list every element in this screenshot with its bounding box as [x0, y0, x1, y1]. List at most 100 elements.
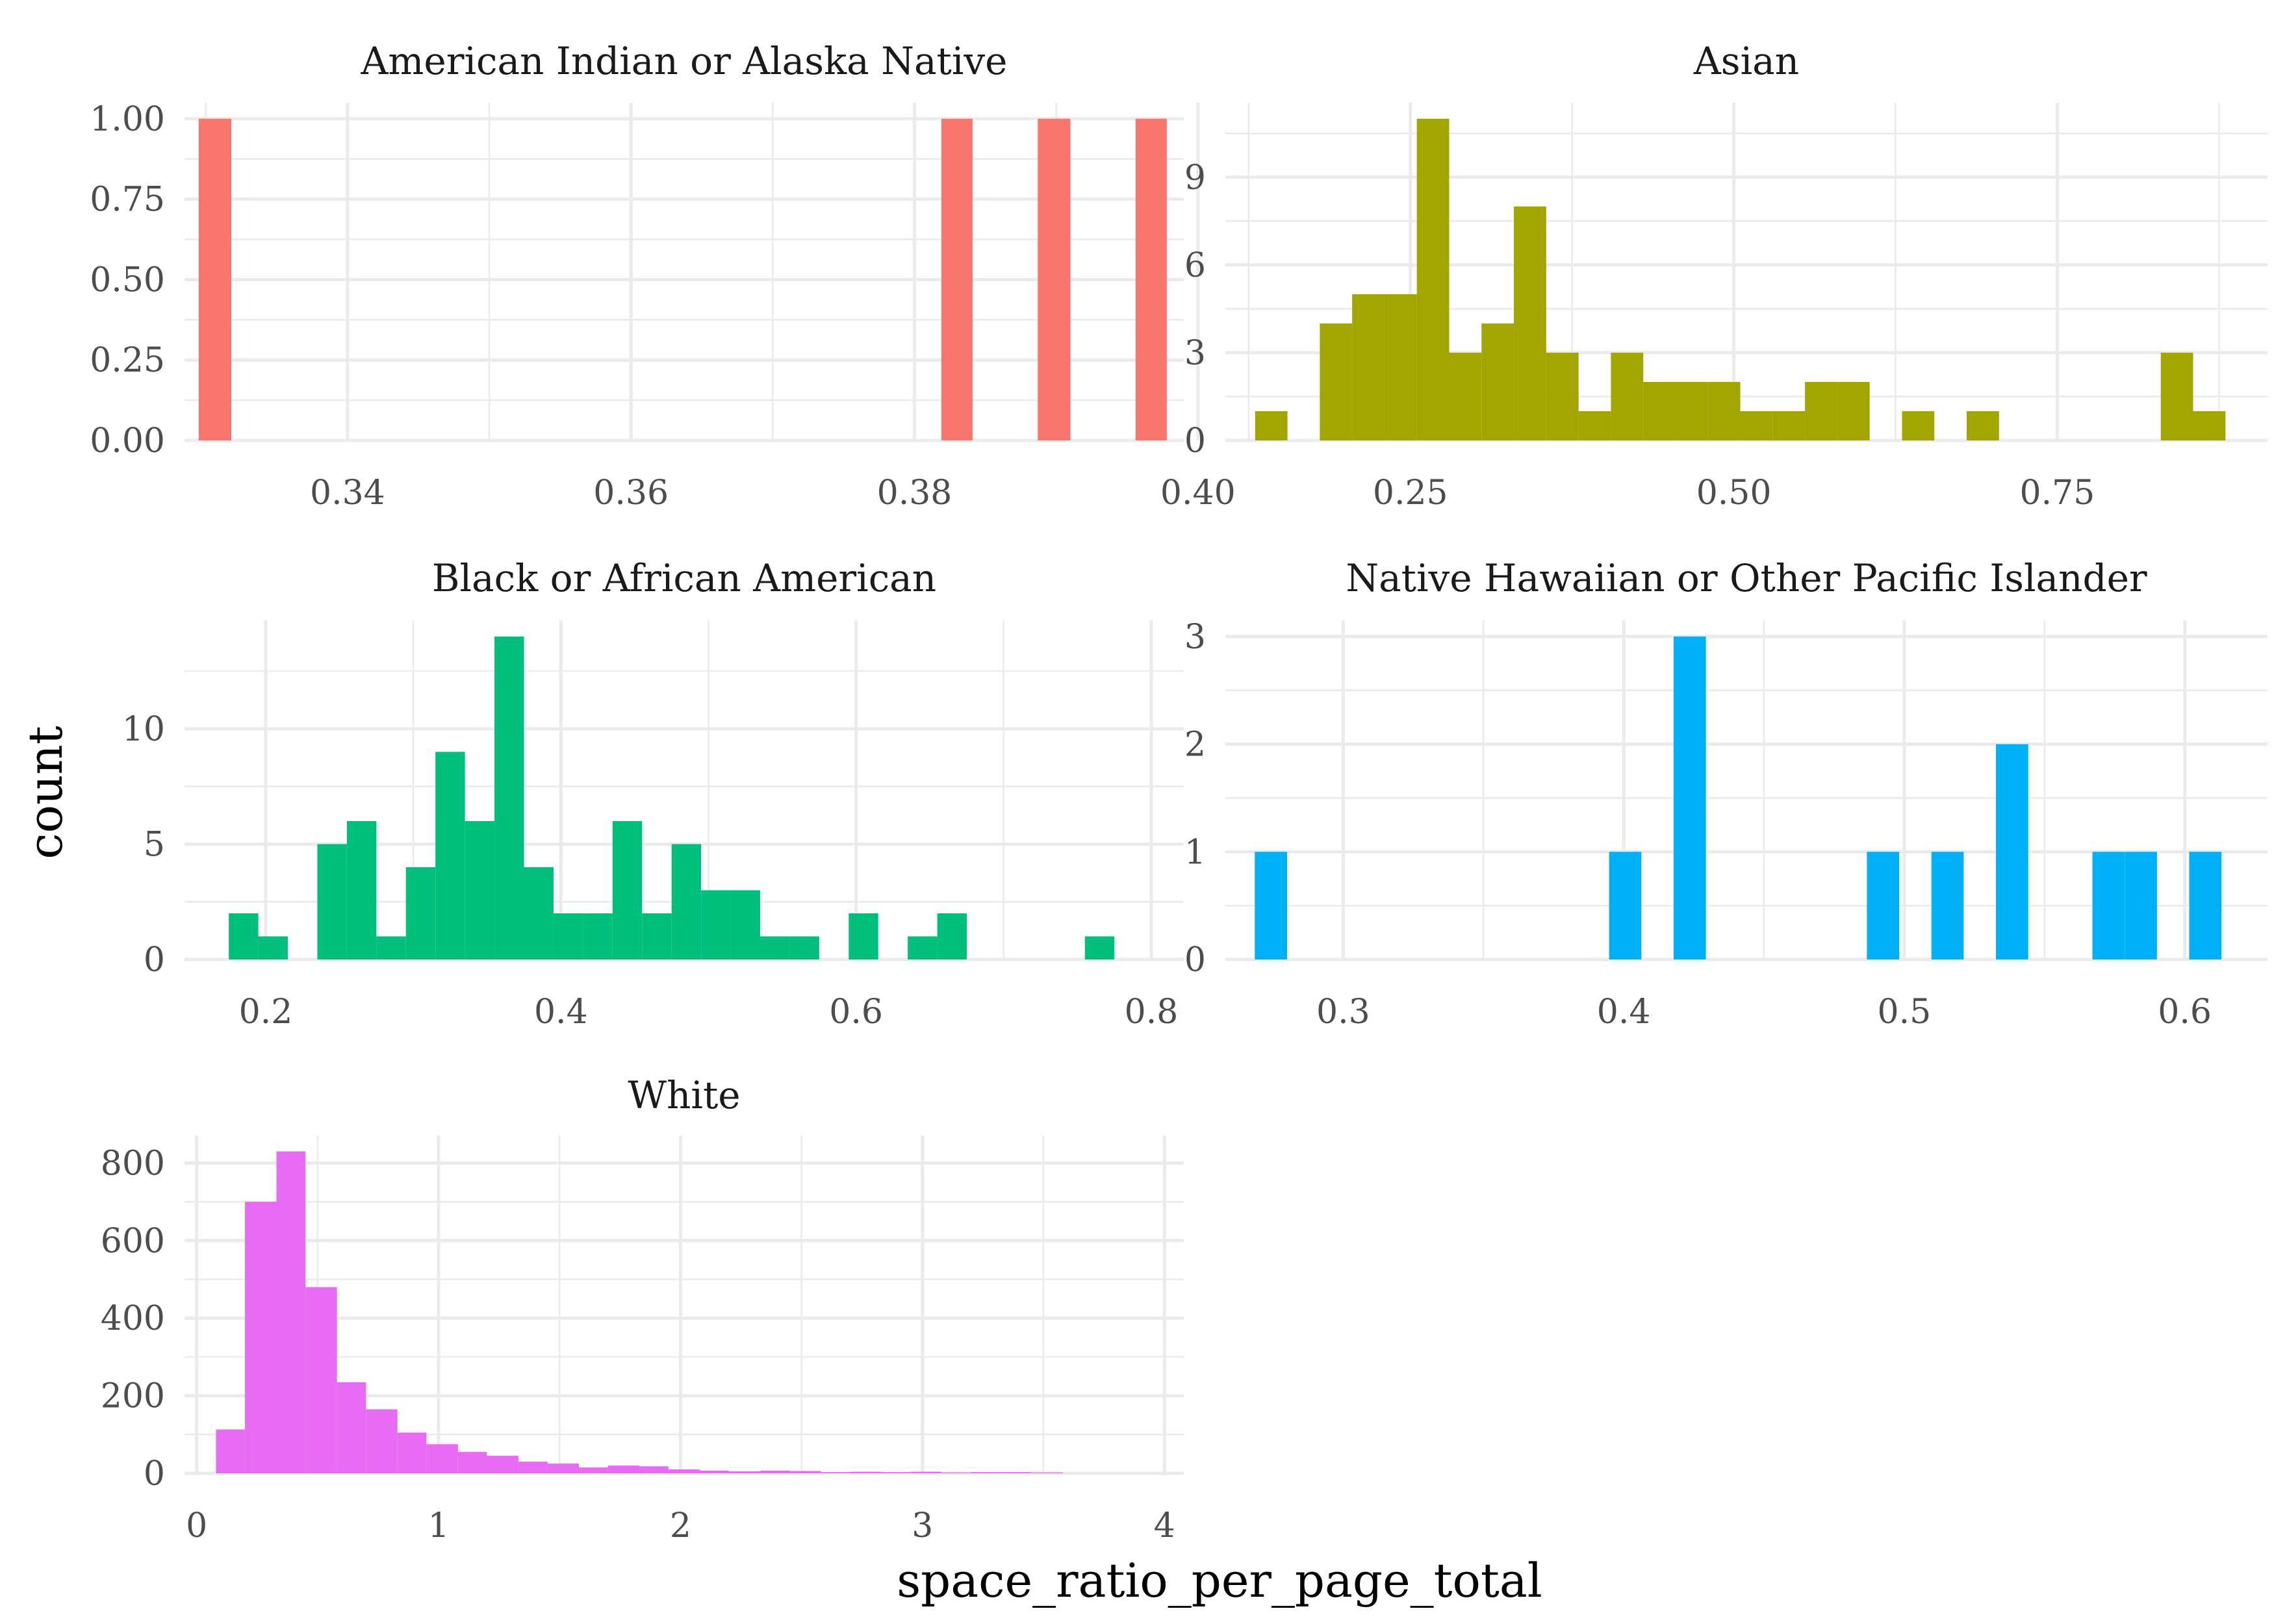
x-tick-label: 3: [912, 1506, 933, 1545]
histogram-bar: [1449, 352, 1482, 440]
y-tick-label: 200: [101, 1377, 165, 1416]
histogram-bar: [494, 636, 524, 959]
histogram-bar: [346, 820, 377, 959]
histogram-bar: [1384, 294, 1417, 440]
histogram-bar: [553, 913, 583, 959]
histogram-bar: [376, 936, 406, 959]
facet-strip-title: American Indian or Alaska Native: [361, 39, 1008, 83]
histogram-bar: [2189, 852, 2222, 959]
facet-panel: 0 1 2 3 4 0 200 400 600 800 White: [101, 1073, 1184, 1545]
y-tick-label: 0: [1184, 941, 1206, 980]
histogram-bar: [216, 1429, 246, 1473]
x-tick-label: 0.75: [2020, 474, 2095, 513]
facet-strip-title: Asian: [1693, 39, 1799, 83]
histogram-bar: [1135, 118, 1167, 440]
histogram-bar: [642, 913, 672, 959]
histogram-bar: [730, 890, 760, 959]
histogram-bar: [547, 1464, 580, 1473]
histogram-bar: [1740, 411, 1773, 440]
histogram-bar: [579, 1467, 608, 1473]
histogram-bar: [1320, 323, 1353, 440]
histogram-bar: [1837, 381, 1870, 440]
histogram-bar: [789, 936, 819, 959]
histogram-bar: [435, 752, 465, 959]
histogram-bar: [1481, 323, 1514, 440]
x-tick-label: 4: [1154, 1506, 1175, 1545]
y-tick-label: 400: [101, 1299, 165, 1338]
histogram-bar: [700, 1470, 729, 1473]
facet-panels: 0.34 0.36 0.38 0.400.000.250.500.751.00Amer…: [90, 39, 2268, 1545]
y-tick-label: 600: [101, 1222, 165, 1261]
histogram-bar: [2193, 411, 2226, 440]
y-tick-label: 5: [144, 825, 165, 864]
histogram-bar: [1416, 118, 1450, 440]
x-tick-label: 0: [186, 1506, 207, 1545]
x-tick-label: 0.40: [1160, 474, 1236, 513]
histogram-bar: [426, 1444, 458, 1473]
histogram-bar: [397, 1432, 427, 1473]
x-tick-label: 0.25: [1373, 474, 1448, 513]
histogram-bar: [941, 118, 973, 440]
histogram-bar: [1996, 744, 2028, 959]
x-tick-label: 0.3: [1316, 993, 1370, 1032]
histogram-bar: [229, 913, 259, 959]
histogram-bar: [910, 1471, 942, 1473]
histogram-bar: [518, 1462, 548, 1473]
histogram-bar: [317, 844, 347, 959]
y-tick-label: 0.25: [90, 341, 165, 380]
histogram-bar: [2160, 352, 2193, 440]
histogram-bar: [366, 1409, 398, 1473]
histogram-bar: [465, 820, 495, 959]
x-tick-label: 2: [670, 1506, 691, 1545]
histogram-bar: [1352, 294, 1385, 440]
histogram-bar: [881, 1472, 911, 1473]
histogram-bar: [668, 1469, 700, 1473]
histogram-bar: [258, 936, 288, 959]
x-tick-label: 1: [428, 1506, 449, 1545]
x-axis-title: space_ratio_per_page_total: [897, 1553, 1542, 1608]
histogram-bar: [1546, 352, 1579, 440]
y-tick-label: 0.50: [90, 260, 165, 299]
histogram-bar: [583, 913, 613, 959]
histogram-bar: [1772, 411, 1806, 440]
histogram-bar: [1675, 381, 1708, 440]
histogram-bar: [728, 1471, 761, 1473]
histogram-bar: [1514, 206, 1546, 440]
y-axis-title: count: [18, 726, 73, 859]
y-tick-label: 0.00: [90, 422, 165, 461]
histogram-bar: [1805, 381, 1837, 440]
histogram-bar: [1931, 852, 1964, 959]
facet-panel: 0.25 0.50 0.75 0 3 6 9 Asian: [1184, 39, 2268, 513]
histogram-bar: [1611, 352, 1644, 440]
histogram-bar: [524, 867, 554, 959]
histogram-bar: [612, 820, 643, 959]
histogram-bar: [2092, 852, 2125, 959]
x-tick-label: 0.34: [310, 474, 385, 513]
histogram-bar: [789, 1471, 821, 1473]
y-tick-label: 2: [1184, 726, 1206, 765]
facet-panel: 0.34 0.36 0.38 0.40 0.00 0.25 0.50 0.75 1.00 Amer…: [90, 39, 1235, 513]
x-tick-label: 0.4: [534, 993, 588, 1032]
histogram-bar: [1084, 936, 1115, 959]
histogram-bar: [276, 1151, 306, 1473]
facet-strip-title: Native Hawaiian or Other Pacific Islande…: [1346, 556, 2147, 600]
x-tick-label: 0.6: [2158, 993, 2212, 1032]
x-tick-label: 0.2: [239, 993, 293, 1032]
histogram-bar: [1578, 411, 1611, 440]
facet-strip-title: Black or African American: [432, 556, 936, 600]
y-tick-label: 3: [1184, 334, 1206, 373]
histogram-bar: [245, 1202, 277, 1473]
histogram-bar: [1707, 381, 1741, 440]
histogram-bar: [305, 1287, 337, 1473]
histogram-bar: [639, 1466, 669, 1473]
y-tick-label: 1: [1184, 833, 1206, 872]
histogram-bar: [1673, 636, 1706, 959]
histogram-bar: [937, 913, 967, 959]
histogram-bar: [457, 1452, 487, 1473]
x-tick-label: 0.50: [1696, 474, 1772, 513]
histogram-bar: [1609, 852, 1642, 959]
facet-panel: 0.2 0.4 0.6 0.8 0 5 10 Black or African America…: [122, 556, 1184, 1032]
histogram-bar: [849, 913, 878, 959]
histogram-bar: [1038, 118, 1071, 440]
